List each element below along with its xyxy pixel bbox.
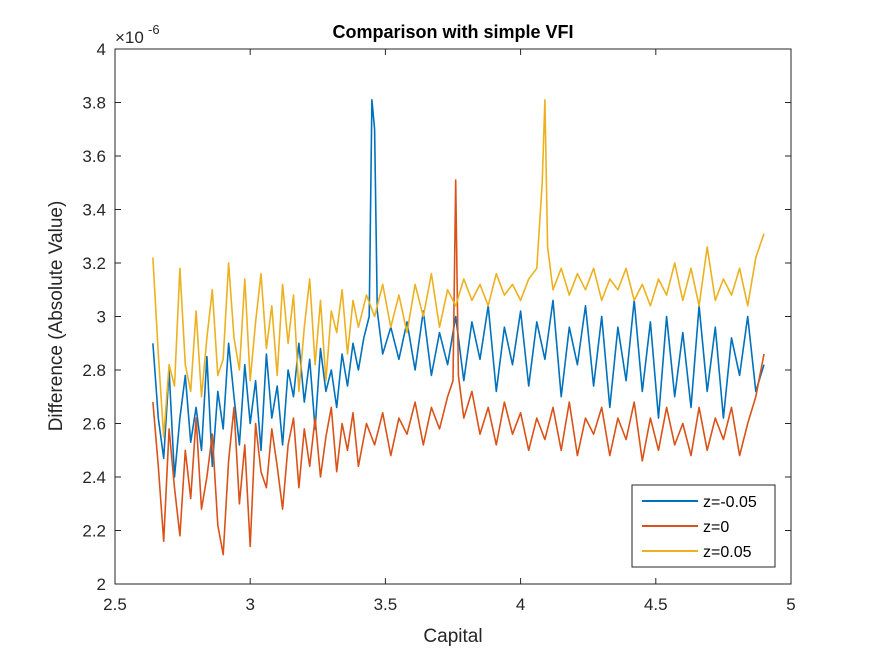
- series-line-3: [152, 99, 765, 438]
- x-tick-label: 2.5: [103, 595, 127, 614]
- series-line-1: [152, 99, 765, 478]
- series-layer: [152, 99, 765, 556]
- y-tick-label: 3.8: [82, 94, 106, 113]
- legend-label: z=0.05: [703, 544, 752, 561]
- x-tick-label: 3: [245, 595, 254, 614]
- x-axis-label: Capital: [423, 626, 482, 647]
- y-tick-label: 3.2: [82, 254, 106, 273]
- y-tick-label: 2.8: [82, 361, 106, 380]
- legend: z=-0.05 z=0 z=0.05: [631, 484, 776, 568]
- y-tick-label: 2.2: [82, 522, 106, 541]
- x-tick-label: 3.5: [374, 595, 398, 614]
- y-tick-label: 2.4: [82, 468, 106, 487]
- legend-items: z=-0.05 z=0 z=0.05: [642, 494, 757, 561]
- y-tick-label: 2.6: [82, 415, 106, 434]
- y-tick-label: 3.4: [82, 201, 106, 220]
- y-tick-label: 3.6: [82, 147, 106, 166]
- y-exponent-base: ×10: [115, 28, 144, 47]
- y-axis-label: Difference (Absolute Value): [46, 201, 67, 432]
- y-tick-label: 2: [97, 575, 106, 594]
- x-tick-label: 4: [516, 595, 525, 614]
- y-ticks: 2 2.2 2.4 2.6 2.8 3 3.2 3.4 3.6 3.8 4: [82, 40, 791, 594]
- y-tick-label: 4: [97, 40, 106, 59]
- chart-title: Comparison with simple VFI: [332, 22, 573, 42]
- legend-label: z=-0.05: [703, 494, 757, 511]
- x-tick-label: 5: [786, 595, 795, 614]
- y-tick-label: 3: [97, 308, 106, 327]
- y-exponent-power: -6: [148, 22, 160, 37]
- legend-label: z=0: [703, 519, 729, 536]
- x-ticks: 2.5 3 3.5 4 4.5 5: [103, 49, 796, 614]
- series-line-2: [152, 179, 765, 556]
- x-tick-label: 4.5: [644, 595, 668, 614]
